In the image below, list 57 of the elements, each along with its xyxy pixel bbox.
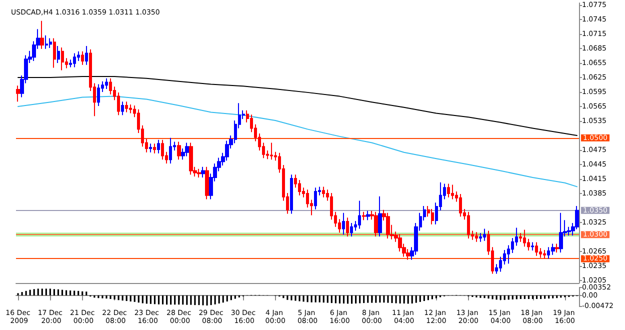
line-series [18, 96, 578, 188]
candlestick [543, 250, 546, 260]
candlestick [555, 243, 559, 253]
candlestick [105, 78, 108, 90]
candlestick [197, 168, 201, 178]
candlestick [57, 46, 60, 64]
candlestick [322, 186, 325, 198]
candlestick [374, 211, 378, 238]
candlestick [45, 34, 48, 50]
candlestick [129, 104, 132, 114]
candlestick [551, 243, 555, 256]
candlestick [53, 38, 56, 68]
candlestick [362, 211, 366, 221]
candlestick [314, 187, 317, 210]
candlestick [475, 232, 478, 242]
candlestick [16, 85, 20, 102]
candlestick [97, 84, 100, 106]
candlestick [125, 101, 128, 113]
candlestick [378, 196, 382, 238]
candlestick [153, 143, 156, 154]
candlestick [85, 46, 88, 66]
candlestick [386, 212, 390, 239]
candlestick [61, 46, 64, 71]
candlestick [483, 228, 486, 242]
candlestick [467, 211, 470, 239]
candlestick [559, 212, 563, 253]
candlestick [459, 193, 462, 218]
candlestick [40, 20, 44, 50]
candlestick [189, 142, 193, 176]
line-series [18, 76, 578, 136]
candlestick [157, 139, 160, 154]
candlestick [358, 200, 361, 230]
candlestick [177, 141, 181, 160]
candlestick [523, 229, 526, 248]
candlestick [201, 166, 205, 178]
candlestick [451, 184, 454, 200]
candlestick [350, 222, 353, 238]
candlestick [149, 143, 152, 153]
candlestick [290, 174, 293, 214]
candlestick [73, 52, 76, 68]
candlestick [431, 208, 434, 225]
candlestick [121, 101, 124, 116]
candlestick [270, 142, 273, 160]
candlestick [185, 142, 189, 157]
candlestick [346, 217, 349, 238]
candlestick [447, 183, 450, 198]
candlestick [161, 139, 164, 160]
candlestick [81, 50, 84, 66]
candlestick [531, 242, 534, 252]
candlestick [519, 232, 522, 242]
candlestick [49, 38, 52, 48]
candlestick [169, 137, 172, 164]
candlestick [342, 212, 345, 236]
candlestick [366, 210, 370, 221]
candlestick [535, 242, 538, 256]
candlestick [479, 232, 482, 242]
candlestick [205, 166, 209, 200]
